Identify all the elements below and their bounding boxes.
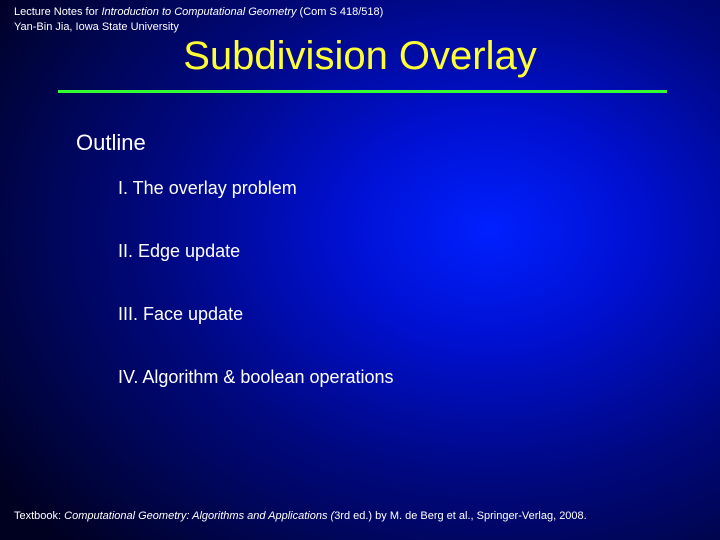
header-line-1: Lecture Notes for Introduction to Comput… <box>14 6 383 18</box>
header-course-code: (Com S 418/518) <box>296 6 383 18</box>
outline-items: I. The overlay problem II. Edge update I… <box>118 178 394 430</box>
slide: Lecture Notes for Introduction to Comput… <box>0 0 720 540</box>
footer-book-title: Computational Geometry: Algorithms and A… <box>64 510 334 522</box>
header-author: Yan-Bin Jia, Iowa State University <box>14 21 179 33</box>
outline-item: IV. Algorithm & boolean operations <box>118 367 394 388</box>
outline-item: II. Edge update <box>118 241 394 262</box>
footer-prefix: Textbook: <box>14 510 64 522</box>
footer-suffix: 3rd ed.) by M. de Berg et al., Springer-… <box>334 510 587 522</box>
header-course-title: Introduction to Computational Geometry <box>101 6 296 18</box>
outline-heading: Outline <box>76 130 146 156</box>
outline-item: I. The overlay problem <box>118 178 394 199</box>
footer: Textbook: Computational Geometry: Algori… <box>14 510 587 522</box>
slide-title: Subdivision Overlay <box>0 34 720 79</box>
header-prefix: Lecture Notes for <box>14 6 101 18</box>
outline-item: III. Face update <box>118 304 394 325</box>
title-divider <box>58 90 667 93</box>
